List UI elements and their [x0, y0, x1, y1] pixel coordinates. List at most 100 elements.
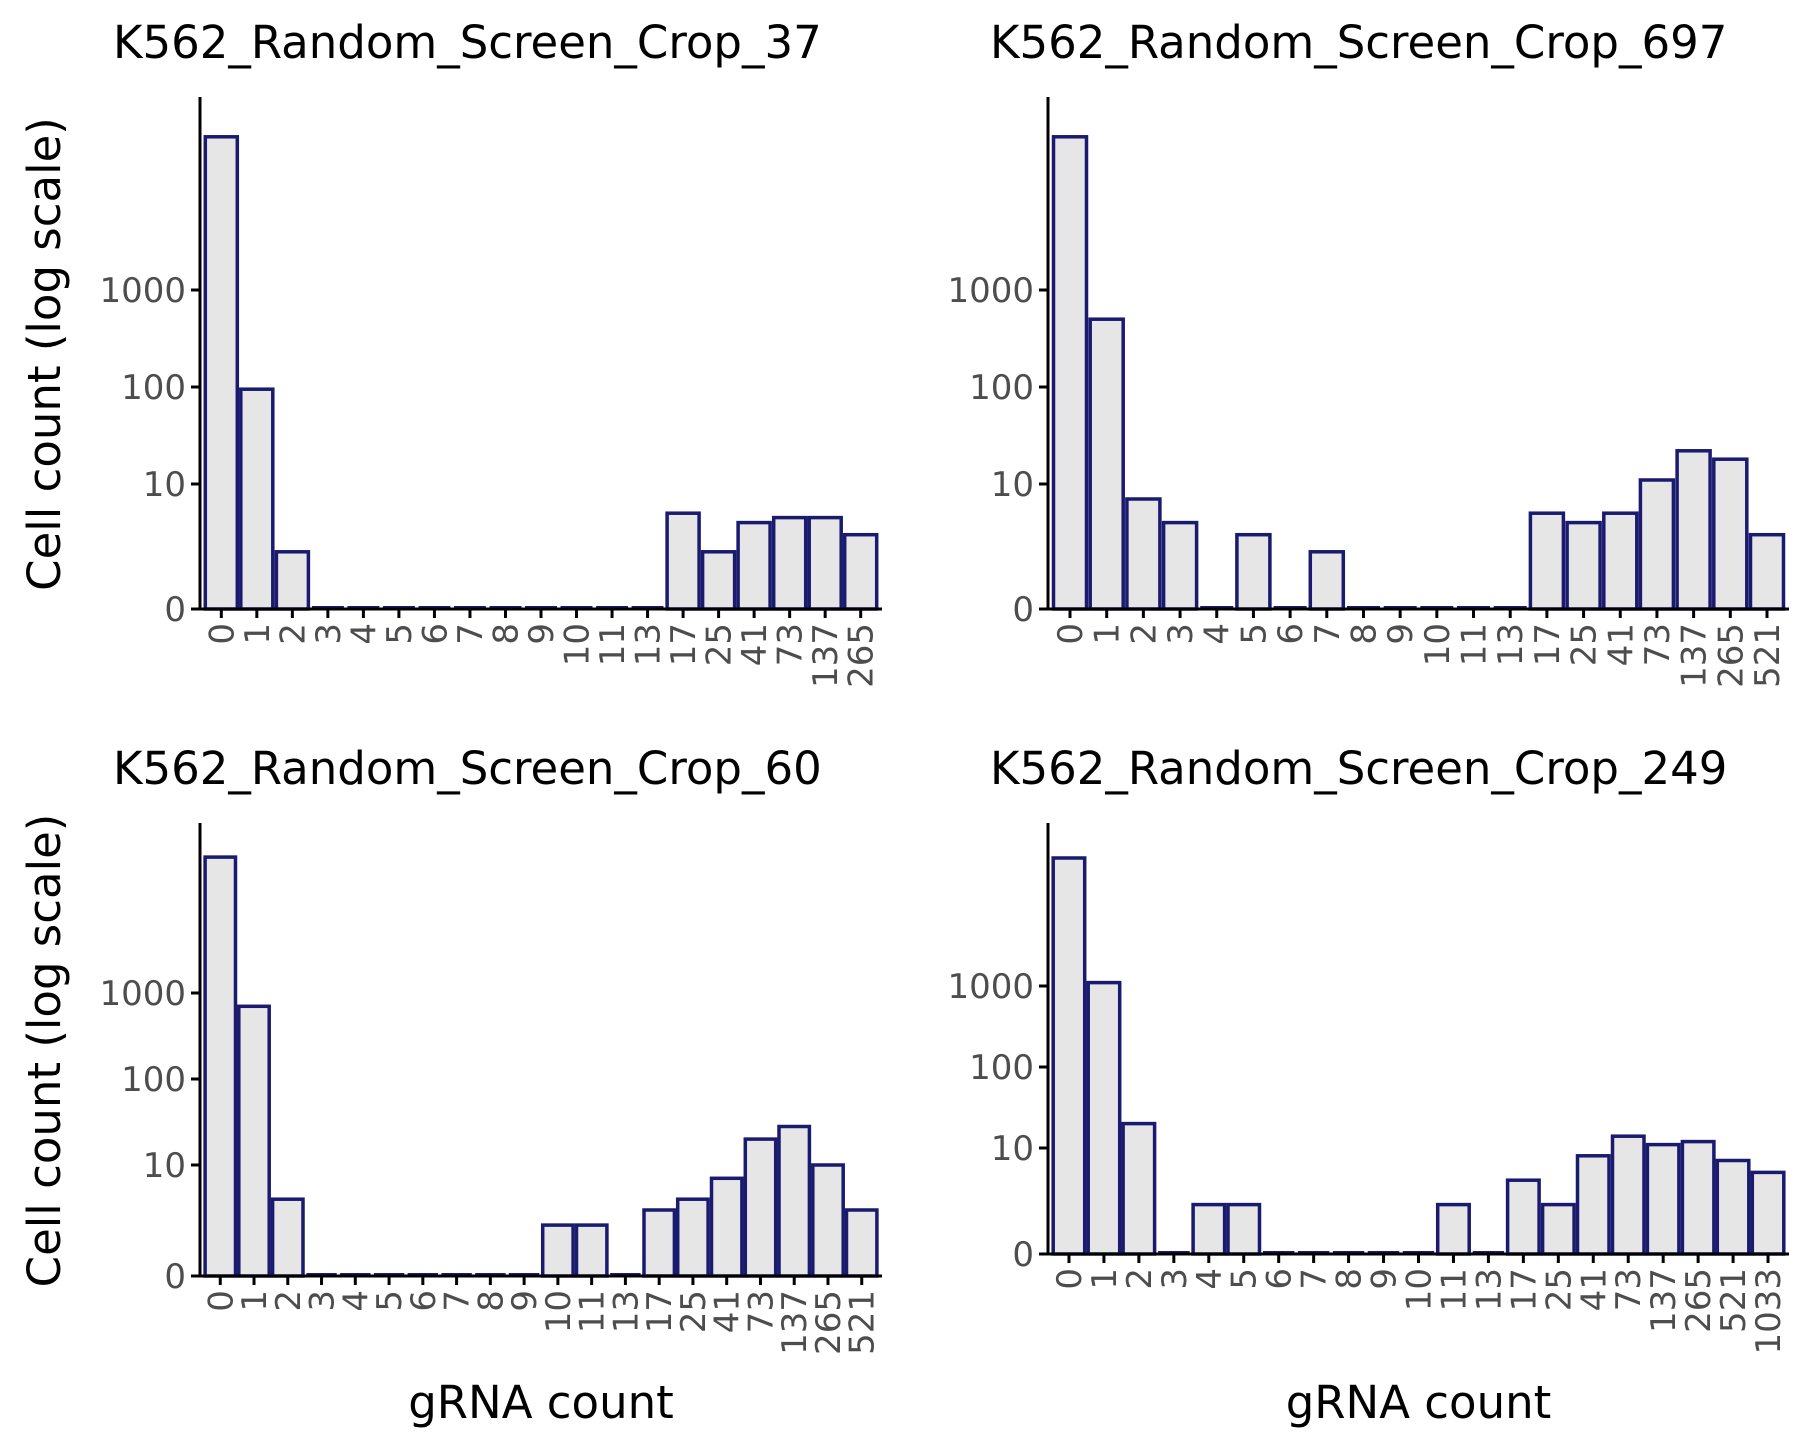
- x-tick-label: 2: [269, 1290, 309, 1312]
- panel-2: K562_Random_Screen_Crop_6970101001000012…: [947, 16, 1789, 688]
- x-tick-label: 8: [471, 1290, 511, 1312]
- x-tick-label: 73: [742, 1290, 782, 1333]
- x-tick-label: 73: [771, 623, 811, 666]
- x-tick-label: 7: [438, 1290, 478, 1312]
- x-tick-label: 3: [303, 1290, 343, 1312]
- panel-1: K562_Random_Screen_Crop_3701010010000123…: [18, 16, 882, 688]
- x-tick-label: 7: [1308, 623, 1348, 645]
- bar: [743, 1137, 778, 1278]
- x-tick-label: 73: [1609, 1268, 1649, 1311]
- x-tick-label: 6: [1260, 1268, 1300, 1290]
- bar: [844, 1208, 879, 1278]
- x-tick-label: 41: [1574, 1268, 1614, 1311]
- x-tick-label: 5: [370, 1290, 410, 1312]
- x-tick-label: 7: [1295, 1268, 1335, 1290]
- y-tick-label: 100: [121, 1060, 186, 1100]
- x-tick-label: 0: [1051, 623, 1091, 645]
- bar: [642, 1208, 677, 1278]
- x-tick-label: 25: [1539, 1268, 1579, 1311]
- x-tick-label: 2: [273, 623, 313, 645]
- x-tick-label: 265: [842, 623, 882, 688]
- bar: [811, 1163, 845, 1278]
- bar: [540, 1223, 575, 1278]
- bar: [239, 387, 275, 611]
- bar: [1125, 497, 1162, 611]
- x-tick-label: 10: [1400, 1268, 1440, 1311]
- bar: [1540, 1202, 1576, 1256]
- x-tick-label: 13: [1491, 623, 1531, 666]
- panel-title: K562_Random_Screen_Crop_37: [113, 16, 822, 69]
- bar: [1051, 135, 1089, 611]
- bar: [574, 1223, 609, 1278]
- x-tick-label: 3: [309, 623, 349, 645]
- x-tick-label: 25: [1565, 623, 1605, 666]
- x-tick-label: 1033: [1749, 1268, 1789, 1355]
- x-tick-label: 2: [1124, 623, 1164, 645]
- x-tick-label: 8: [487, 623, 527, 645]
- bar: [1308, 550, 1346, 611]
- bar: [203, 855, 238, 1278]
- bar: [842, 532, 879, 611]
- bar: [807, 515, 843, 611]
- x-tick-label: 5: [1234, 623, 1274, 645]
- bar: [1161, 520, 1199, 611]
- x-tick-label: 265: [1711, 623, 1751, 688]
- bar: [1602, 511, 1639, 611]
- bar: [1675, 449, 1712, 611]
- x-tick-label: 3: [1161, 623, 1201, 645]
- x-tick-label: 137: [775, 1290, 815, 1355]
- x-tick-label: 10: [558, 623, 598, 666]
- bar: [1226, 1202, 1262, 1256]
- bar: [1748, 532, 1786, 611]
- x-tick-label: 0: [1050, 1268, 1090, 1290]
- x-tick-label: 4: [1190, 1268, 1230, 1290]
- x-tick-label: 137: [1675, 623, 1715, 688]
- y-tick-label: 0: [1012, 1235, 1034, 1275]
- x-tick-label: 0: [202, 623, 242, 645]
- bar: [1528, 511, 1566, 611]
- y-tick-label: 10: [143, 1146, 186, 1186]
- bar: [1645, 1142, 1681, 1256]
- x-tick-label: 521: [1748, 623, 1788, 688]
- y-tick-label: 0: [164, 1257, 186, 1297]
- bar: [736, 520, 772, 611]
- bar: [237, 1004, 271, 1278]
- bar: [1088, 317, 1125, 611]
- x-axis-label: gRNA count: [408, 1376, 674, 1429]
- y-tick-label: 0: [164, 590, 186, 630]
- x-tick-label: 25: [700, 623, 740, 666]
- y-tick-label: 100: [969, 1048, 1034, 1088]
- x-tick-label: 11: [1455, 623, 1495, 666]
- x-tick-label: 10: [539, 1290, 579, 1333]
- bar: [777, 1124, 812, 1278]
- x-tick-label: 265: [809, 1290, 849, 1355]
- x-tick-label: 137: [806, 623, 846, 688]
- x-tick-label: 6: [404, 1290, 444, 1312]
- bar: [1565, 520, 1602, 611]
- x-tick-label: 17: [664, 623, 704, 666]
- y-tick-label: 1000: [99, 271, 186, 311]
- x-tick-label: 17: [1504, 1268, 1544, 1311]
- x-tick-label: 3: [1155, 1268, 1195, 1290]
- bar: [1505, 1178, 1541, 1256]
- x-tick-label: 41: [1601, 623, 1641, 666]
- x-tick-label: 13: [606, 1290, 646, 1333]
- x-tick-label: 9: [522, 623, 562, 645]
- y-tick-label: 100: [121, 368, 186, 408]
- bar: [270, 1197, 305, 1278]
- y-tick-label: 10: [991, 1129, 1034, 1169]
- bar: [771, 515, 808, 611]
- bar: [1086, 980, 1122, 1256]
- panel-title: K562_Random_Screen_Crop_697: [990, 16, 1727, 69]
- x-tick-label: 5: [380, 623, 420, 645]
- bar: [1610, 1134, 1646, 1256]
- x-tick-label: 11: [593, 623, 633, 666]
- x-tick-label: 7: [451, 623, 491, 645]
- x-tick-label: 265: [1679, 1268, 1719, 1333]
- x-tick-label: 41: [708, 1290, 748, 1333]
- bar: [1121, 1121, 1157, 1256]
- x-tick-label: 73: [1638, 623, 1678, 666]
- y-tick-label: 1000: [99, 974, 186, 1014]
- bar: [1712, 457, 1749, 611]
